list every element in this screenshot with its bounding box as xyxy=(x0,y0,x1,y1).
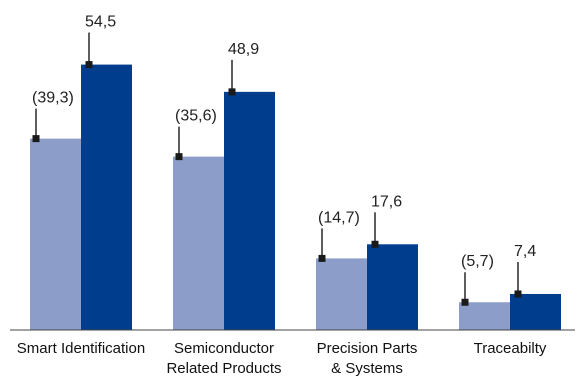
data-label-s1-1: (39,3) xyxy=(32,90,74,107)
data-label-s2-3: 17,6 xyxy=(371,193,402,210)
bar-s1-2 xyxy=(173,156,224,330)
category-label-4-line-1: Traceabilty xyxy=(474,340,547,357)
category-label-1-line-1: Smart Identification xyxy=(17,340,145,357)
category-labels-layer: Smart Identification Semiconductor Related… xyxy=(17,340,547,377)
bar-s1-3 xyxy=(316,258,367,330)
marker-s1-2 xyxy=(175,153,183,161)
data-label-s1-2: (35,6) xyxy=(175,108,217,125)
bar-s2-1 xyxy=(81,64,132,331)
category-label-3-line-2: & Systems xyxy=(331,360,403,377)
marker-s2-3 xyxy=(371,240,379,248)
data-label-s1-4: (5,7) xyxy=(461,253,494,270)
category-label-3-line-1: Precision Parts xyxy=(317,340,418,357)
marker-s2-1 xyxy=(85,61,93,69)
data-label-s2-2: 48,9 xyxy=(228,41,259,58)
bar-s2-3 xyxy=(367,244,418,330)
bar-s2-2 xyxy=(224,91,275,331)
marker-s1-4 xyxy=(461,298,469,306)
category-label-2-line-1: Semiconductor xyxy=(174,340,274,357)
bars-layer xyxy=(30,64,561,331)
bar-s1-1 xyxy=(30,138,81,330)
data-label-s2-4: 7,4 xyxy=(514,243,536,260)
category-label-2-line-2: Related Products xyxy=(166,360,281,377)
labels-layer: (39,3) (35,6) (14,7) (5,7) 54,5 48,9 17,6 7,4 xyxy=(32,14,536,271)
marker-s1-3 xyxy=(318,254,326,262)
bar-s1-4 xyxy=(459,302,510,330)
data-label-s2-1: 54,5 xyxy=(85,14,116,31)
data-label-s1-3: (14,7) xyxy=(318,209,360,226)
marker-s2-2 xyxy=(228,88,236,96)
marker-s1-1 xyxy=(32,135,40,143)
marker-s2-4 xyxy=(514,290,522,298)
bar-s2-4 xyxy=(510,293,561,330)
leaders-layer xyxy=(32,32,522,306)
